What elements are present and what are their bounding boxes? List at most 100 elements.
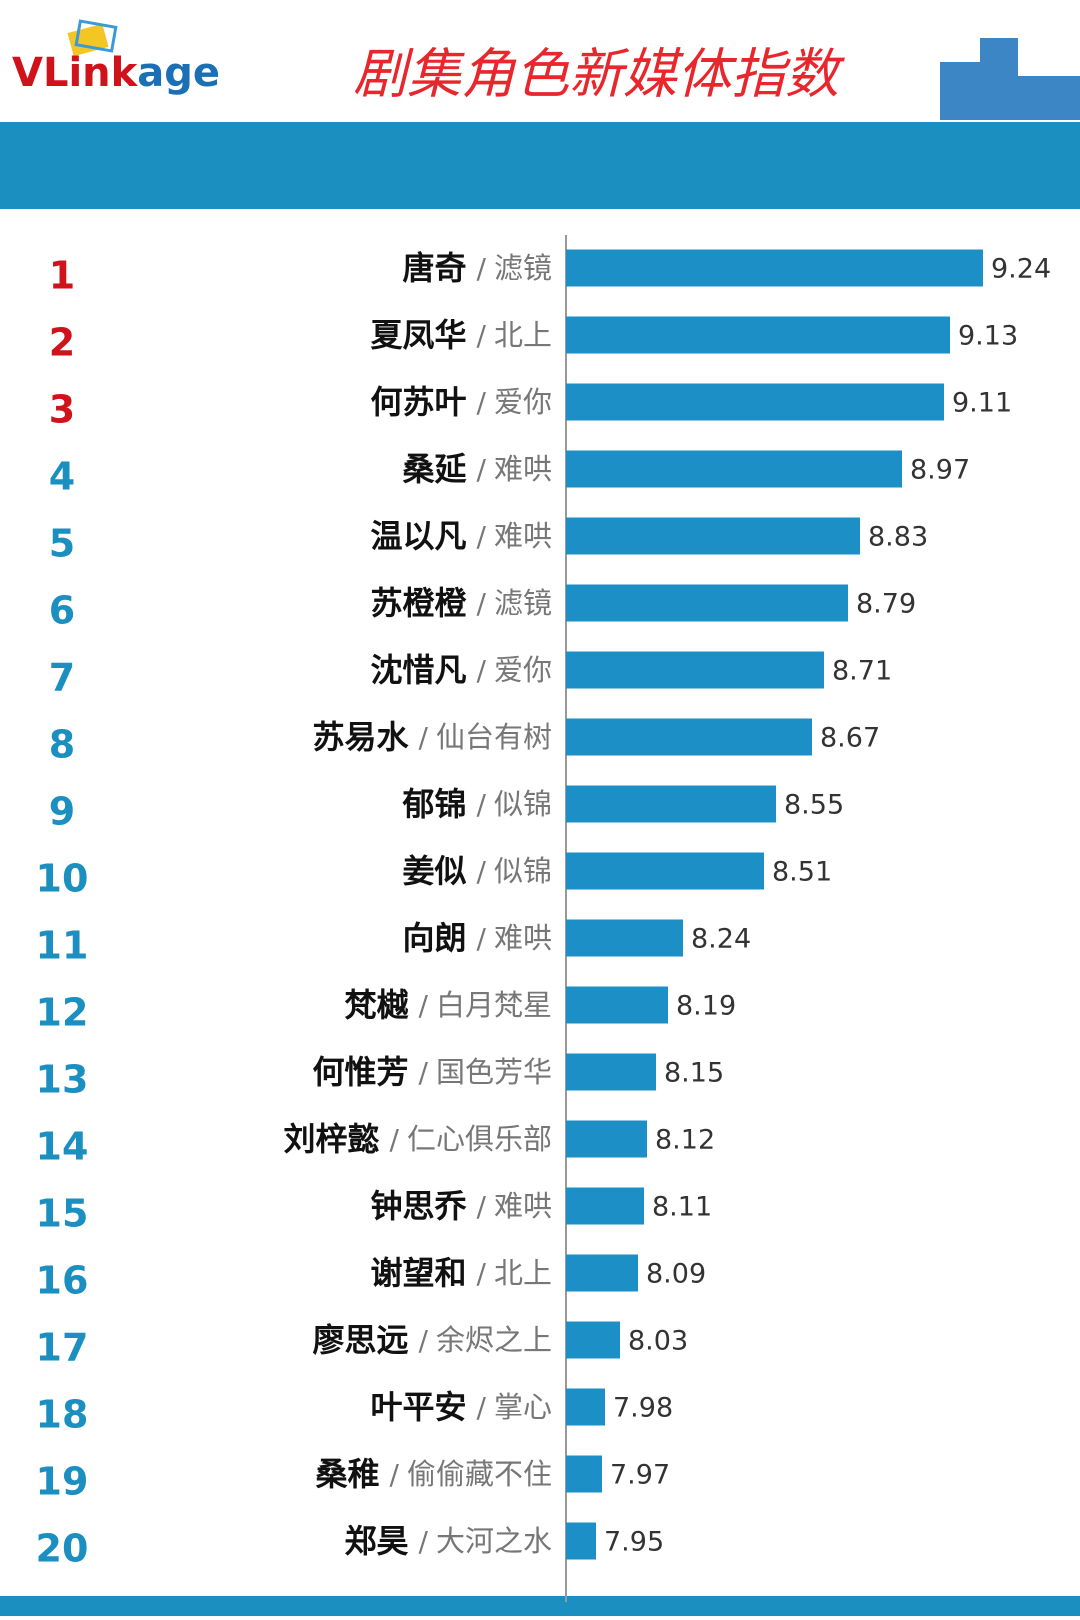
bar [566, 1455, 602, 1493]
rank-label: 15 [36, 1192, 89, 1236]
logo: VLinkage [12, 50, 220, 96]
character-name: 夏凤华 [371, 316, 467, 354]
separator: / [477, 252, 487, 285]
category-label: 何惟芳 / 国色芳华 [313, 1053, 552, 1091]
bar [566, 919, 683, 957]
category-label: 苏橙橙 / 滤镜 [371, 584, 552, 622]
drama-name: 仙台有树 [436, 720, 552, 754]
category-label: 郁锦 / 似锦 [402, 785, 552, 823]
separator: / [477, 654, 487, 687]
rank-label: 14 [36, 1125, 89, 1169]
value-label: 8.51 [772, 857, 832, 888]
character-name: 谢望和 [371, 1254, 467, 1292]
character-name: 苏橙橙 [371, 584, 468, 622]
rank-label: 19 [36, 1460, 89, 1504]
character-name: 桑稚 [316, 1455, 380, 1493]
drama-name: 北上 [494, 318, 552, 352]
drama-name: 滤镜 [494, 586, 552, 620]
rank-label: 2 [49, 321, 75, 365]
character-name: 郑昊 [345, 1522, 409, 1560]
drama-name: 北上 [494, 1256, 552, 1290]
character-name: 何苏叶 [371, 383, 467, 421]
value-label: 7.98 [613, 1393, 673, 1424]
rank-label: 7 [49, 656, 75, 700]
value-label: 8.15 [664, 1058, 724, 1089]
drama-name: 难哄 [494, 1189, 552, 1223]
category-label: 唐奇 / 滤镜 [403, 249, 552, 287]
drama-name: 似锦 [494, 854, 552, 888]
character-name: 刘梓懿 [284, 1120, 380, 1158]
bar [566, 383, 944, 421]
category-label: 郑昊 / 大河之水 [345, 1522, 552, 1560]
value-label: 8.55 [784, 790, 844, 821]
drama-name: 掌心 [494, 1390, 552, 1424]
separator: / [477, 788, 487, 821]
category-label: 叶平安 / 掌心 [371, 1388, 552, 1426]
value-label: 8.03 [628, 1326, 688, 1357]
category-label: 梵樾 / 白月梵星 [345, 986, 552, 1024]
logo-icon [67, 19, 118, 57]
character-name: 沈惜凡 [371, 651, 467, 689]
bar [566, 1187, 644, 1225]
category-label: 向朗 / 难哄 [403, 919, 552, 957]
rank-label: 17 [36, 1326, 89, 1370]
rank-label: 20 [36, 1527, 89, 1571]
rank-label: 4 [49, 455, 75, 499]
rank-label: 10 [36, 857, 89, 901]
bar [566, 986, 668, 1024]
bar [566, 785, 776, 823]
value-label: 8.19 [676, 991, 736, 1022]
category-label: 廖思远 / 余烬之上 [313, 1321, 552, 1359]
drama-name: 仁心俱乐部 [407, 1122, 552, 1156]
separator: / [419, 1525, 429, 1558]
rank-label: 11 [36, 924, 89, 968]
header-band [0, 122, 1080, 209]
character-name: 叶平安 [371, 1388, 467, 1426]
bar [566, 1388, 605, 1426]
drama-name: 国色芳华 [436, 1055, 552, 1089]
category-label: 沈惜凡 / 爱你 [371, 651, 552, 689]
value-label: 7.95 [604, 1527, 664, 1558]
drama-name: 滤镜 [494, 251, 552, 285]
drama-name: 偷偷藏不住 [407, 1457, 552, 1491]
category-label: 温以凡 / 难哄 [371, 517, 552, 555]
character-name: 桑延 [403, 450, 468, 488]
bar [566, 517, 860, 555]
rank-label: 3 [49, 388, 75, 432]
separator: / [419, 721, 429, 754]
bar [566, 249, 983, 287]
rank-label: 1 [49, 254, 75, 298]
value-label: 9.11 [952, 388, 1012, 419]
separator: / [477, 587, 487, 620]
value-label: 8.71 [832, 656, 892, 687]
bar [566, 1053, 656, 1091]
category-label: 钟思乔 / 难哄 [371, 1187, 552, 1225]
rank-label: 18 [36, 1393, 89, 1437]
category-label: 夏凤华 / 北上 [371, 316, 552, 354]
rank-label: 6 [49, 589, 75, 633]
bar [566, 584, 848, 622]
character-name: 郁锦 [402, 785, 467, 823]
category-label: 苏易水 / 仙台有树 [313, 718, 552, 756]
category-label: 谢望和 / 北上 [371, 1254, 552, 1292]
character-name: 廖思远 [313, 1321, 409, 1359]
podium [940, 38, 1080, 120]
drama-name: 爱你 [494, 653, 552, 687]
drama-name: 余烬之上 [436, 1323, 552, 1357]
bar [566, 852, 764, 890]
value-label: 7.97 [610, 1460, 670, 1491]
category-label: 何苏叶 / 爱你 [371, 383, 552, 421]
drama-name: 似锦 [494, 787, 552, 821]
bar [566, 651, 824, 689]
footer-band [0, 1596, 1080, 1616]
separator: / [477, 520, 487, 553]
drama-name: 难哄 [494, 452, 552, 486]
value-label: 8.79 [856, 589, 916, 620]
bar [566, 1321, 620, 1359]
rank-label: 9 [49, 790, 75, 834]
category-label: 桑稚 / 偷偷藏不住 [316, 1455, 552, 1493]
value-label: 8.12 [655, 1125, 715, 1156]
separator: / [419, 1056, 429, 1089]
character-name: 姜似 [403, 852, 467, 890]
value-label: 8.24 [691, 924, 751, 955]
